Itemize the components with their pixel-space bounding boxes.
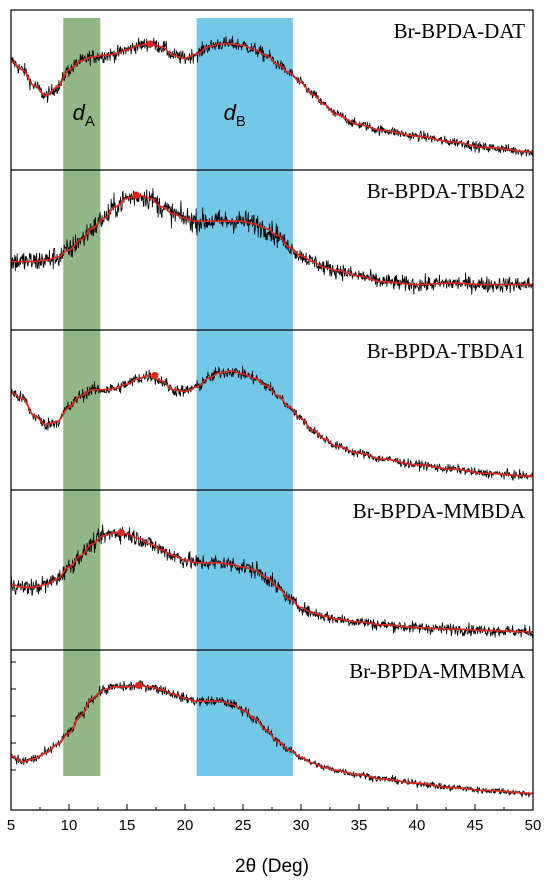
panel-4: Br-BPDA-MMBMA [10, 659, 534, 798]
highlight-bands [63, 18, 293, 776]
fit-line-0 [10, 43, 534, 153]
x-tick-label: 30 [293, 817, 310, 834]
panel-2: Br-BPDA-TBDA1 [10, 339, 534, 482]
series-label-1: Br-BPDA-TBDA2 [367, 179, 525, 203]
band-b [196, 18, 293, 776]
series-label-4: Br-BPDA-MMBMA [349, 659, 526, 683]
series-label-2: Br-BPDA-TBDA1 [367, 339, 525, 363]
peak-marker-4 [135, 681, 143, 689]
fit-line-4 [10, 684, 534, 795]
panel-3: Br-BPDA-MMBDA [10, 499, 534, 639]
raw-trace-3 [10, 524, 534, 639]
x-tick-label: 5 [7, 817, 15, 834]
chart-frame [10, 9, 534, 811]
x-axis-title: 2θ (Deg) [235, 856, 309, 877]
chart-panels: Br-BPDA-DAT Br-BPDA-TBDA2 Br-BPDA-TBDA1 Br-… [10, 19, 534, 798]
x-tick-label: 40 [409, 817, 426, 834]
x-tick-label: 25 [235, 817, 252, 834]
x-tick-label: 45 [467, 817, 484, 834]
x-tick-label: 50 [525, 817, 542, 834]
peak-marker-3 [117, 528, 125, 537]
raw-trace-1 [10, 188, 534, 295]
fit-line-1 [11, 194, 533, 286]
x-tick-label: 35 [351, 817, 368, 834]
x-tick-label: 15 [119, 817, 136, 834]
fit-line-3 [10, 531, 533, 633]
x-axis: 5 10 15 20 25 30 35 40 45 50 [7, 804, 542, 834]
x-tick-label: 20 [177, 817, 194, 834]
fit-line-2 [10, 370, 534, 478]
peak-marker-1 [132, 191, 140, 199]
series-label-3: Br-BPDA-MMBDA [353, 499, 526, 523]
peak-marker-2 [151, 371, 159, 380]
panel-0: Br-BPDA-DAT [10, 19, 534, 157]
panel-1: Br-BPDA-TBDA2 [10, 179, 534, 295]
series-label-0: Br-BPDA-DAT [394, 19, 526, 43]
peak-marker-0 [146, 40, 154, 48]
x-tick-label: 10 [61, 817, 78, 834]
